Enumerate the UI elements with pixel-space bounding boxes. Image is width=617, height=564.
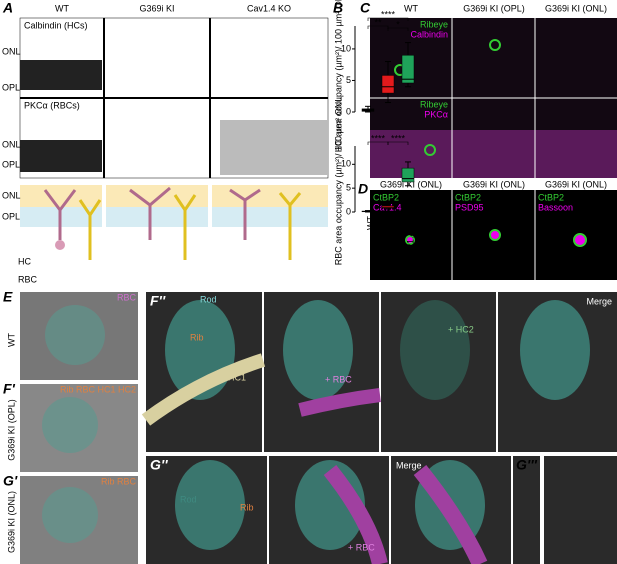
label: Merge xyxy=(396,460,422,470)
layer-label: ONL xyxy=(2,139,21,149)
significance: **** xyxy=(391,133,406,143)
bracket xyxy=(387,141,409,145)
y-tick-label: 5 xyxy=(346,183,351,193)
label: Rod xyxy=(200,294,217,304)
panel-label: G' xyxy=(3,473,18,489)
panel-efg-images xyxy=(20,292,617,564)
panel-label: D xyxy=(358,181,368,197)
stain-label: Bassoon xyxy=(538,202,573,212)
column-header: Cav1.4 KO xyxy=(247,3,291,13)
stain-label: PKCα xyxy=(424,109,448,119)
significance: ** xyxy=(374,17,382,27)
x-tick-label: Cav1.4 KO xyxy=(405,216,415,260)
panel-label: G''' xyxy=(516,457,538,473)
label: HC1 xyxy=(228,372,246,382)
bracket xyxy=(367,25,389,29)
stain-label: Ribeye xyxy=(420,99,448,109)
genotype-label: G369i KI (OPL) xyxy=(6,399,16,461)
significance: **** xyxy=(371,133,386,143)
label: + RBC xyxy=(325,374,352,384)
genotype-label: G369i KI (ONL) xyxy=(6,491,16,553)
y-axis-label: HC area occupancy (µm²)/ 100 µm² ONL xyxy=(333,0,343,152)
x-tick-label: WT xyxy=(365,216,375,230)
column-header: G369i KI xyxy=(139,3,174,13)
y-tick-label: 10 xyxy=(341,159,351,169)
layer-label: ONL xyxy=(2,46,21,56)
layer-label: ONL xyxy=(2,190,21,200)
tag-label: RBC xyxy=(117,292,137,302)
label: + RBC xyxy=(348,542,375,552)
label: Rod xyxy=(180,494,197,504)
column-header: G369i KI (OPL) xyxy=(463,3,525,13)
tag-label: Rib RBC HC1 HC2 xyxy=(60,384,136,394)
panel-label: F' xyxy=(3,381,16,397)
box xyxy=(381,75,395,94)
column-header: G369i KI (ONL) xyxy=(545,3,607,13)
stain-label: Ribeye xyxy=(420,19,448,29)
schematic-label: HC xyxy=(18,256,31,266)
stain-label: CtBP2 xyxy=(455,192,481,202)
y-tick-label: 0 xyxy=(346,206,351,216)
stain-label: CtBP2 xyxy=(373,192,399,202)
label: Merge xyxy=(586,296,612,306)
row-label: Calbindin (HCs) xyxy=(24,20,88,30)
stain-label: PSD95 xyxy=(455,202,484,212)
box xyxy=(401,167,415,183)
panel-label: E xyxy=(3,289,13,305)
x-tick-label: G369i KI xyxy=(385,216,395,251)
label: Rib xyxy=(190,332,204,342)
column-header: G369i KI (ONL) xyxy=(463,179,525,189)
box xyxy=(401,54,415,84)
tag-label: Rib RBC xyxy=(101,476,137,486)
y-axis-label: RBC area occupancy (µm²)/ 100 µm² ONL xyxy=(333,97,343,265)
panel-c-d-images xyxy=(370,18,617,280)
label: Rib xyxy=(240,502,254,512)
bracket xyxy=(387,27,409,31)
y-tick-label: 10 xyxy=(341,43,351,53)
column-header: G369i KI (ONL) xyxy=(380,179,442,189)
panel-label: G'' xyxy=(150,457,168,473)
y-tick-label: 0 xyxy=(346,106,351,116)
layer-label: OPL xyxy=(2,159,20,169)
significance: **** xyxy=(381,9,396,19)
stain-label: CtBP2 xyxy=(538,192,564,202)
genotype-label: WT xyxy=(6,333,16,347)
row-label: PKCα (RBCs) xyxy=(24,100,80,110)
stain-label: Calbindin xyxy=(410,29,448,39)
panel-a-images xyxy=(19,17,329,285)
layer-label: OPL xyxy=(2,82,20,92)
column-header: WT xyxy=(55,3,69,13)
panel-label: B xyxy=(333,0,343,16)
bracket xyxy=(367,17,409,21)
column-header: G369i KI (ONL) xyxy=(545,179,607,189)
y-tick-label: 5 xyxy=(346,75,351,85)
layer-label: OPL xyxy=(2,211,20,221)
significance: * xyxy=(396,19,400,29)
column-header: WT xyxy=(404,3,418,13)
panel-label: F'' xyxy=(150,293,166,309)
panel-label: A xyxy=(2,0,13,16)
label: + HC2 xyxy=(448,324,474,334)
panel-label: C xyxy=(360,0,371,16)
schematic-label: RBC xyxy=(18,274,38,284)
